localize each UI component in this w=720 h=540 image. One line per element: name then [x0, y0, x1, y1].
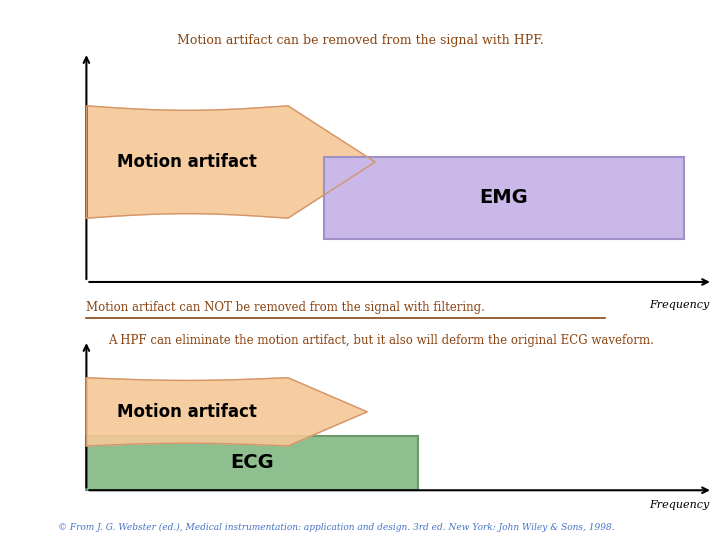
- Polygon shape: [86, 377, 367, 446]
- FancyBboxPatch shape: [86, 436, 418, 490]
- Polygon shape: [86, 106, 375, 218]
- Text: Frequency: Frequency: [649, 300, 709, 310]
- Text: Motion artifact: Motion artifact: [117, 403, 257, 421]
- Text: © From J. G. Webster (ed.), Medical instrumentation: application and design. 3rd: © From J. G. Webster (ed.), Medical inst…: [58, 523, 614, 532]
- Text: ECG: ECG: [230, 454, 274, 472]
- Text: A HPF can eliminate the motion artifact, but it also will deform the original EC: A HPF can eliminate the motion artifact,…: [108, 334, 654, 347]
- Text: Motion artifact: Motion artifact: [117, 153, 257, 171]
- Text: Frequency: Frequency: [649, 501, 709, 510]
- Text: EMG: EMG: [480, 188, 528, 207]
- Text: Motion artifact can be removed from the signal with HPF.: Motion artifact can be removed from the …: [176, 35, 544, 48]
- FancyBboxPatch shape: [324, 157, 684, 239]
- Text: Motion artifact can NOT be removed from the signal with filtering.: Motion artifact can NOT be removed from …: [86, 301, 485, 314]
